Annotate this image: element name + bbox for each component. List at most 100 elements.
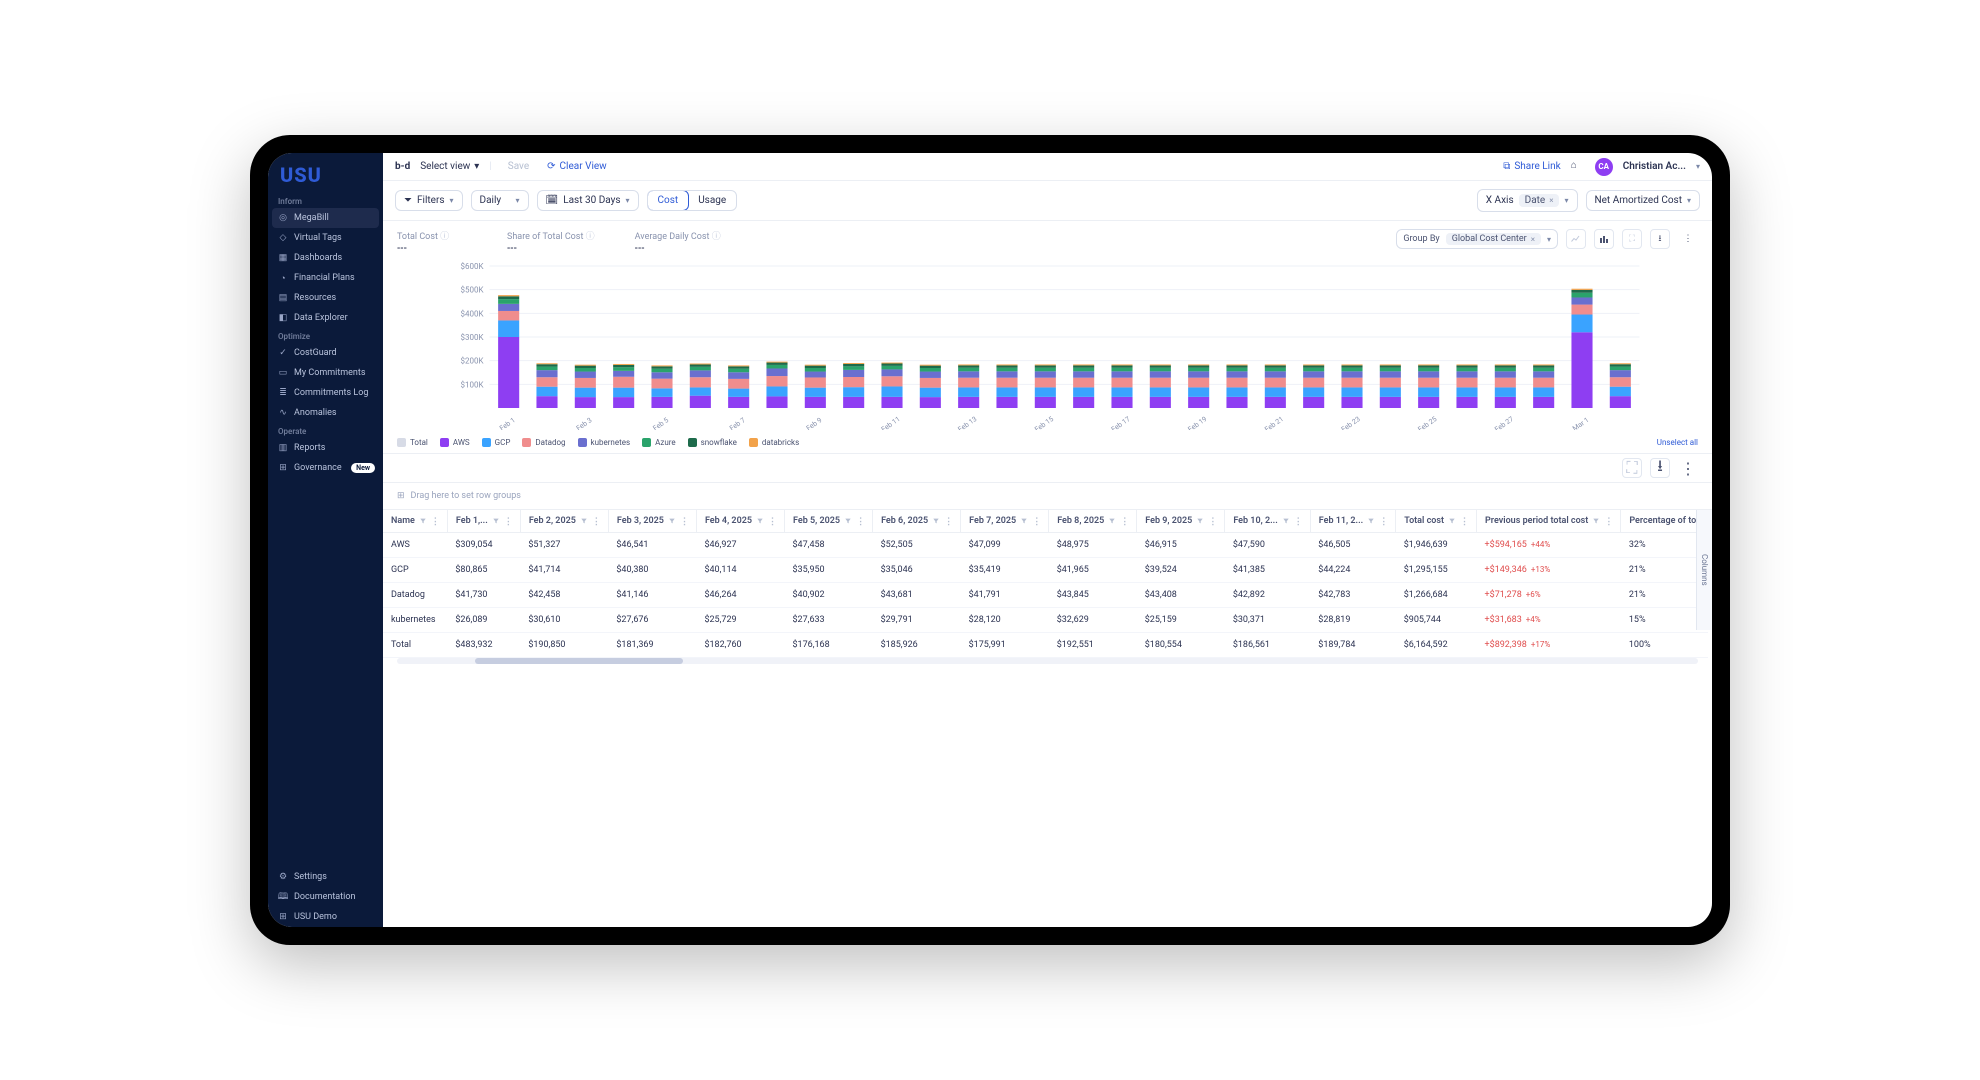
filter-icon[interactable] (1367, 517, 1375, 525)
column-menu-icon[interactable]: ⋮ (1120, 517, 1128, 525)
info-icon[interactable]: ⓘ (586, 232, 595, 242)
column-menu-icon[interactable]: ⋮ (768, 517, 776, 525)
column-menu-icon[interactable]: ⋮ (504, 517, 512, 525)
sidebar-item-commitments-log[interactable]: ≣Commitments Log (268, 383, 383, 403)
column-menu-icon[interactable]: ⋮ (1460, 517, 1468, 525)
column-header[interactable]: Feb 4, 2025⋮ (696, 510, 784, 533)
clear-view-button[interactable]: ⟳ Clear View (547, 161, 607, 172)
select-view-dropdown[interactable]: Select view ▾ (420, 161, 479, 172)
filter-icon[interactable] (419, 517, 427, 525)
filter-icon[interactable] (756, 517, 764, 525)
home-icon[interactable]: ⌂ (1571, 160, 1585, 174)
legend-item-azure[interactable]: Azure (642, 438, 676, 447)
sidebar-item-resources[interactable]: ▤Resources (268, 288, 383, 308)
table-row[interactable]: GCP$80,865$41,714$40,380$40,114$35,950$3… (383, 558, 1708, 583)
column-header[interactable]: Feb 8, 2025⋮ (1049, 510, 1137, 533)
save-button[interactable]: Save (508, 161, 529, 172)
column-header[interactable]: Feb 9, 2025⋮ (1137, 510, 1225, 533)
sidebar-footer-settings[interactable]: ⚙Settings (268, 867, 383, 887)
column-menu-icon[interactable]: ⋮ (856, 517, 864, 525)
column-menu-icon[interactable]: ⋮ (1604, 517, 1612, 525)
legend-item-snowflake[interactable]: snowflake (688, 438, 737, 447)
sidebar-item-virtual-tags[interactable]: ◇Virtual Tags (268, 228, 383, 248)
sidebar-item-data-explorer[interactable]: ◧Data Explorer (268, 308, 383, 328)
filter-icon[interactable] (844, 517, 852, 525)
sidebar-item-dashboards[interactable]: ▦Dashboards (268, 248, 383, 268)
column-menu-icon[interactable]: ⋮ (592, 517, 600, 525)
filter-icon[interactable] (1592, 517, 1600, 525)
table-row[interactable]: AWS$309,054$51,327$46,541$46,927$47,458$… (383, 533, 1708, 558)
legend-item-aws[interactable]: AWS (440, 438, 470, 447)
user-name[interactable]: Christian Ac... (1623, 161, 1686, 172)
filter-icon[interactable] (1108, 517, 1116, 525)
more-icon[interactable]: ⋮ (1678, 229, 1698, 249)
sidebar-item-financial-plans[interactable]: ◔Financial Plans (268, 268, 383, 288)
filter-icon[interactable] (932, 517, 940, 525)
remove-icon[interactable]: × (1549, 196, 1553, 205)
share-link-button[interactable]: ⧉ Share Link (1503, 161, 1561, 172)
column-header[interactable]: Feb 1,...⋮ (447, 510, 520, 533)
filter-icon[interactable] (492, 517, 500, 525)
table-row[interactable]: kubernetes$26,089$30,610$27,676$25,729$2… (383, 608, 1708, 633)
filter-icon[interactable] (580, 517, 588, 525)
line-chart-toggle[interactable] (1566, 229, 1586, 249)
legend-item-total[interactable]: Total (397, 438, 428, 447)
column-menu-icon[interactable]: ⋮ (431, 517, 439, 525)
group-by-dropdown[interactable]: Group By Global Cost Center × ▾ (1396, 229, 1558, 249)
download-icon[interactable]: ⭳ (1650, 458, 1670, 478)
legend-item-datadog[interactable]: Datadog (522, 438, 565, 447)
unselect-all-button[interactable]: Unselect all (1657, 438, 1698, 447)
filter-icon[interactable] (1448, 517, 1456, 525)
legend-item-databricks[interactable]: databricks (749, 438, 799, 447)
expand-icon[interactable]: ⛶ (1622, 229, 1642, 249)
info-icon[interactable]: ⓘ (440, 232, 449, 242)
bar-chart-toggle[interactable] (1594, 229, 1614, 249)
column-menu-icon[interactable]: ⋮ (1032, 517, 1040, 525)
granularity-dropdown[interactable]: Daily ▾ (471, 190, 529, 211)
filter-icon[interactable] (1196, 517, 1204, 525)
yaxis-dropdown[interactable]: Net Amortized Cost ▾ (1586, 190, 1701, 211)
expand-icon[interactable]: ⛶ (1622, 458, 1642, 478)
column-header[interactable]: Feb 5, 2025⋮ (785, 510, 873, 533)
table-row[interactable]: Datadog$41,730$42,458$41,146$46,264$40,9… (383, 583, 1708, 608)
column-header[interactable]: Total cost⋮ (1396, 510, 1477, 533)
column-header[interactable]: Feb 7, 2025⋮ (961, 510, 1049, 533)
column-header[interactable]: Feb 6, 2025⋮ (873, 510, 961, 533)
sidebar-item-governance[interactable]: ⊞GovernanceNew (268, 458, 383, 478)
segment-cost[interactable]: Cost (647, 190, 690, 211)
legend-item-kubernetes[interactable]: kubernetes (578, 438, 631, 447)
sidebar-item-megabill[interactable]: ◎MegaBill (272, 208, 379, 228)
column-header[interactable]: Feb 11, 2...⋮ (1310, 510, 1395, 533)
segment-usage[interactable]: Usage (688, 191, 736, 210)
column-header[interactable]: Previous period total cost⋮ (1477, 510, 1621, 533)
sidebar-footer-usu-demo[interactable]: ⊞USU Demo (268, 907, 383, 927)
column-menu-icon[interactable]: ⋮ (1294, 517, 1302, 525)
column-header[interactable]: Percentage of total cost⋮ (1621, 510, 1708, 533)
column-header[interactable]: Feb 3, 2025⋮ (608, 510, 696, 533)
column-menu-icon[interactable]: ⋮ (1208, 517, 1216, 525)
date-range-dropdown[interactable]: 🗓 Last 30 Days ▾ (537, 190, 639, 211)
user-avatar[interactable]: CA (1595, 158, 1613, 176)
horizontal-scrollbar[interactable] (383, 658, 1712, 668)
filters-button[interactable]: ⏷ Filters ▾ (395, 190, 463, 211)
filter-icon[interactable] (1282, 517, 1290, 525)
more-icon[interactable]: ⋮ (1678, 458, 1698, 478)
column-menu-icon[interactable]: ⋮ (944, 517, 952, 525)
sidebar-item-anomalies[interactable]: ∿Anomalies (268, 403, 383, 423)
sidebar-item-reports[interactable]: ▥Reports (268, 438, 383, 458)
column-menu-icon[interactable]: ⋮ (1379, 517, 1387, 525)
sidebar-item-costguard[interactable]: ✓CostGuard (268, 343, 383, 363)
filter-icon[interactable] (1020, 517, 1028, 525)
column-header[interactable]: Feb 2, 2025⋮ (520, 510, 608, 533)
table-row[interactable]: Total$483,932$190,850$181,369$182,760$17… (383, 633, 1708, 658)
column-header[interactable]: Name⋮ (383, 510, 447, 533)
columns-panel-toggle[interactable]: Columns (1696, 510, 1712, 630)
info-icon[interactable]: ⓘ (712, 232, 721, 242)
table-scroll[interactable]: Name⋮Feb 1,...⋮Feb 2, 2025⋮Feb 3, 2025⋮F… (383, 510, 1708, 658)
legend-item-gcp[interactable]: GCP (482, 438, 511, 447)
sidebar-footer-documentation[interactable]: 🕮Documentation (268, 887, 383, 907)
row-group-dropzone[interactable]: ⊞ Drag here to set row groups (383, 483, 1712, 510)
column-header[interactable]: Feb 10, 2...⋮ (1225, 510, 1310, 533)
download-icon[interactable]: ⭳ (1650, 229, 1670, 249)
column-menu-icon[interactable]: ⋮ (680, 517, 688, 525)
